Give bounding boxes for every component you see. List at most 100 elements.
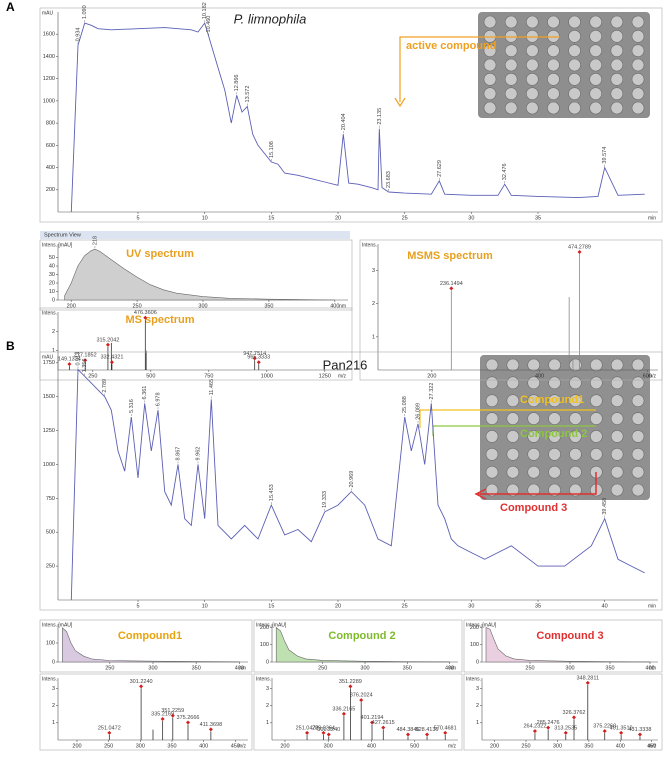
well (610, 58, 624, 72)
x-axis-label: nm (339, 303, 346, 309)
peak-label: 336.2165 (332, 706, 355, 712)
peak-label: 947.7514 (243, 351, 266, 357)
peak-marker (252, 356, 257, 361)
well (589, 394, 603, 408)
arrow (474, 472, 597, 500)
x-tick-label: 250 (105, 665, 114, 671)
well (631, 58, 645, 72)
plot-frame (39, 307, 353, 381)
well (589, 430, 603, 443)
y-tick-label: 50 (49, 255, 55, 261)
peak-marker (532, 729, 537, 734)
peak-marker (348, 684, 353, 689)
peak-marker (370, 720, 375, 725)
y-tick-label: 1250 (43, 428, 55, 434)
y-axis-label: Intens. [mAU] (256, 622, 287, 628)
x-tick-label: 250 (521, 743, 530, 749)
arrow (399, 36, 560, 102)
peak-marker (326, 732, 331, 737)
y-tick-label: 1400 (43, 54, 55, 60)
peak-marker (577, 249, 582, 254)
well (610, 483, 624, 497)
y-tick-label: 30 (49, 272, 55, 278)
well (485, 430, 499, 443)
x-axis-label: min (648, 215, 656, 221)
x-tick-label: 400 (535, 373, 544, 379)
peak-marker (107, 730, 112, 735)
well (485, 447, 499, 461)
well (504, 44, 518, 57)
well (525, 30, 539, 43)
plot-frame (463, 673, 663, 751)
well (525, 101, 539, 115)
peak-marker (305, 730, 310, 735)
y-tick-label: 2 (476, 703, 479, 709)
peak-label: 427.2615 (372, 720, 395, 726)
peak-label: 20.969 (349, 471, 355, 488)
x-tick-label: 300 (198, 303, 207, 309)
well (506, 412, 520, 425)
peak-marker (109, 360, 114, 365)
plot-frame (39, 7, 663, 223)
peak-label: 6.361 (142, 386, 148, 400)
x-tick-label: 20 (335, 215, 341, 221)
peak-label: 570.4681 (434, 725, 457, 731)
peak-label: 0.934 (75, 28, 81, 42)
well (589, 87, 603, 100)
x-tick-label: 5 (136, 603, 139, 609)
well (610, 447, 624, 461)
peak-label: 218 (92, 236, 98, 245)
x-tick-label: 300 (553, 743, 562, 749)
y-axis-label: Intens. (42, 310, 57, 316)
y-tick-label: 1 (372, 334, 375, 340)
annotation: active compound (406, 40, 496, 52)
well (631, 101, 645, 115)
well (589, 358, 603, 372)
peak-label: 1.356 (82, 359, 88, 373)
peak-marker (381, 725, 386, 730)
well (610, 30, 624, 43)
x-tick-label: 300 (565, 665, 574, 671)
y-tick-label: 100 (260, 642, 269, 648)
well (506, 358, 520, 372)
x-tick-label: 400 (616, 743, 625, 749)
plot-frame (253, 619, 463, 673)
well (525, 87, 539, 100)
y-tick-label: 1000 (43, 462, 55, 468)
peak-label: 32.476 (502, 163, 508, 180)
arrow (419, 409, 596, 428)
well (525, 73, 539, 86)
x-axis-label: nm (239, 665, 246, 671)
y-axis-label: mAU (42, 10, 54, 16)
x-axis-label: m/z (338, 373, 347, 379)
well (631, 412, 645, 425)
spectrum-view-bar (40, 231, 350, 239)
peak-marker (170, 713, 175, 718)
well (589, 15, 603, 29)
y-tick-label: 500 (46, 530, 55, 536)
well (485, 412, 499, 425)
well (569, 483, 582, 497)
well (631, 73, 645, 86)
well (610, 15, 624, 29)
x-tick-label: 600 (643, 373, 652, 379)
x-tick-label: 350 (192, 665, 201, 671)
well (610, 376, 624, 390)
peak-label: 375.2666 (177, 715, 200, 721)
chromatogram-line (70, 22, 645, 213)
y-axis-label: Intens. [mAU] (42, 622, 73, 628)
well (610, 394, 624, 408)
well (548, 358, 561, 372)
y-tick-label: 800 (46, 121, 55, 127)
x-tick-label: 450 (647, 743, 656, 749)
x-axis-label: min (648, 603, 656, 609)
peak-label: 0.913 (75, 352, 81, 366)
well (548, 412, 561, 425)
peak-marker (321, 730, 326, 735)
y-tick-label: 0 (52, 659, 55, 665)
peak-label: 13.572 (245, 86, 251, 103)
plot-frame (39, 351, 663, 611)
y-tick-label: 100 (470, 642, 479, 648)
peak-marker (443, 730, 448, 735)
peak-label: 15.453 (269, 484, 275, 501)
